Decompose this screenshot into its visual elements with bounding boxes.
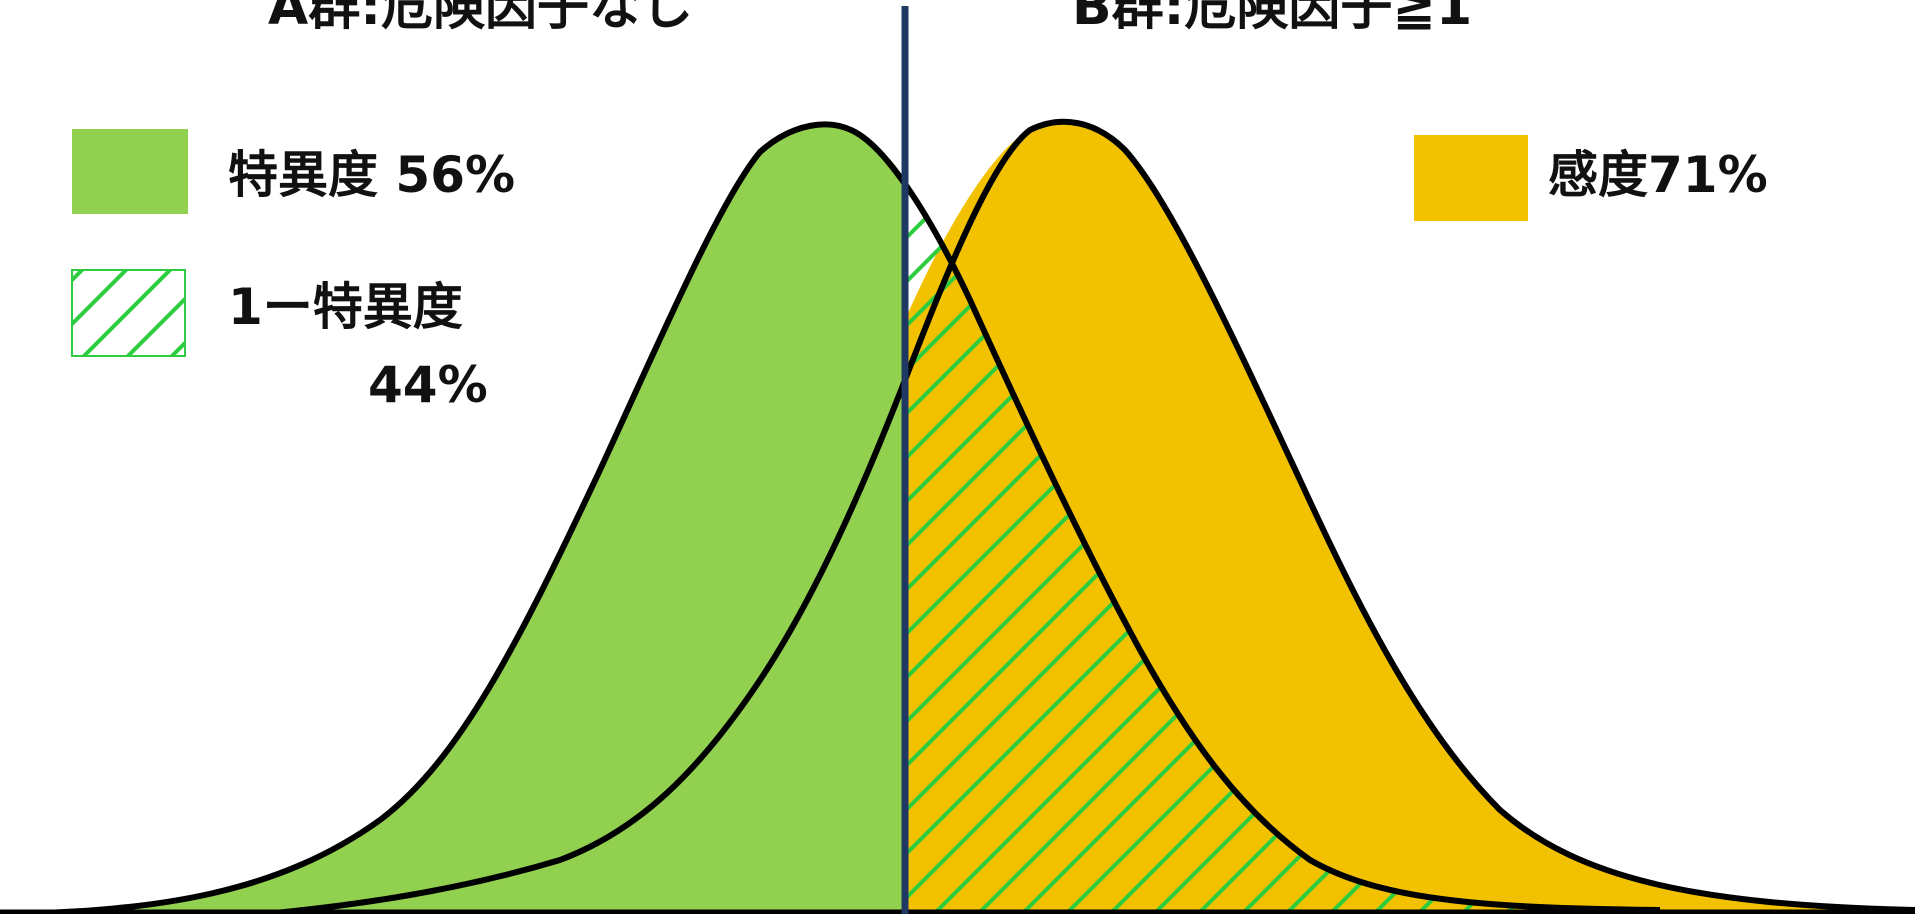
title-group-a: A群:危険因子なし: [268, 0, 694, 37]
curve-group-a: [0, 121, 1661, 914]
title-group-b: B群:危険因子≧1: [1072, 0, 1473, 37]
hatched-area: [905, 185, 1660, 914]
legend-swatch-hatched: [71, 269, 186, 357]
legend-swatch-specificity: [72, 129, 188, 214]
legend-swatch-sensitivity: [1414, 135, 1528, 221]
legend-label-specificity: 特異度 56%: [228, 146, 516, 204]
legend-label-sensitivity: 感度71%: [1548, 146, 1768, 204]
green-curve-fill: [0, 124, 905, 914]
legend-label-one-minus-specificity: 1ー特異度: [228, 278, 463, 336]
curve-group-b: [264, 118, 1915, 914]
legend-label-one-minus-specificity-value: 44%: [368, 356, 488, 414]
